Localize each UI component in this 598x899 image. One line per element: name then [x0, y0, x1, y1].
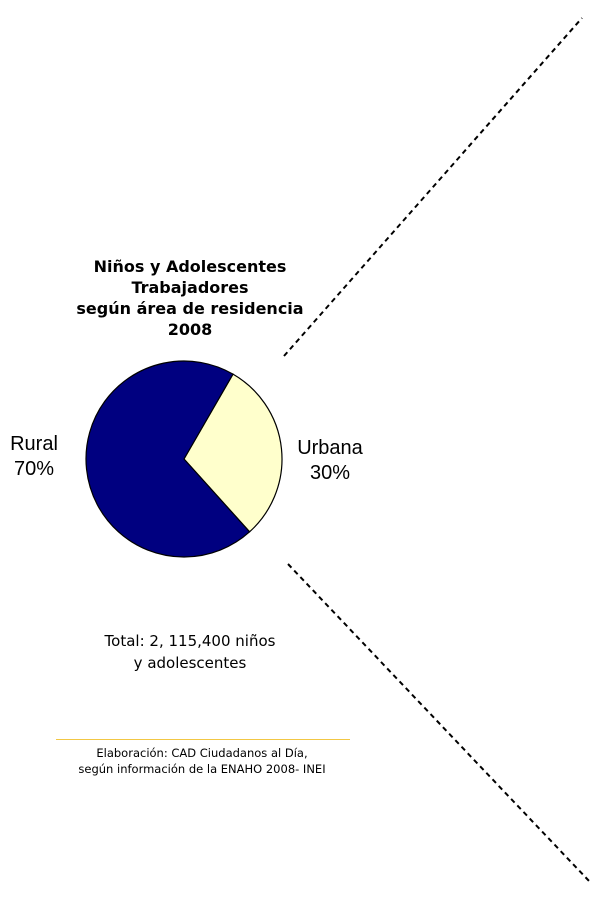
chart-title-line: Niños y Adolescentes Trabajadores — [93, 257, 287, 297]
total-line-2: y adolescentes — [133, 654, 247, 672]
chart-year: 2008 — [167, 320, 213, 339]
source-line-1: Elaboración: CAD Ciudadanos al Día, — [96, 746, 308, 760]
pie-slice-urbana — [183, 373, 283, 533]
chart-subtitle: según área de residencia — [76, 299, 304, 318]
slice-label-urbana-value: 30% — [309, 462, 351, 484]
slice-label-urbana: Urbana 30% — [290, 436, 370, 486]
chart-title: Niños y Adolescentes Trabajadores según … — [40, 256, 340, 340]
source-line-2: según información de la ENAHO 2008- INEI — [78, 762, 326, 776]
slice-label-rural-value: 70% — [13, 458, 55, 480]
slice-label-rural-name: Rural — [10, 433, 58, 455]
pie-slice-rural — [85, 360, 251, 558]
source-note: Elaboración: CAD Ciudadanos al Día, segú… — [40, 745, 364, 777]
leader-line-lower — [287, 563, 591, 883]
slice-label-urbana-name: Urbana — [297, 437, 363, 459]
leader-line-upper — [283, 17, 583, 357]
slice-label-rural: Rural 70% — [4, 432, 64, 482]
total-line-1: Total: 2, 115,400 niños — [104, 632, 276, 650]
source-divider — [56, 739, 350, 740]
total-note: Total: 2, 115,400 niños y adolescentes — [70, 630, 310, 674]
